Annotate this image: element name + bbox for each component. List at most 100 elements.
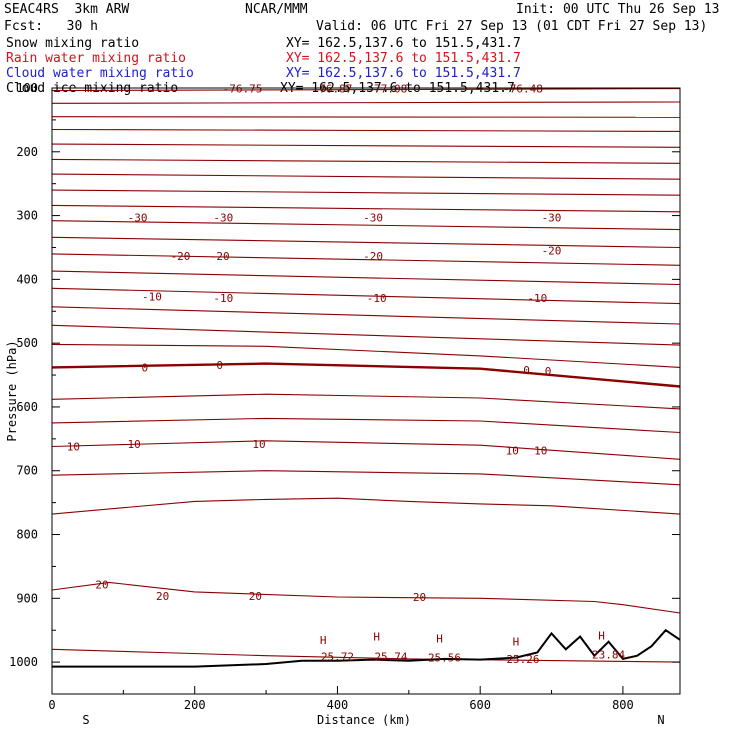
y-tick-label: 600 xyxy=(16,400,38,414)
contour-value-label: 25.56 xyxy=(428,652,461,665)
field-label-cloud-water: Cloud water mixing ratio xyxy=(6,66,194,81)
contour-value-label: -30 xyxy=(128,212,148,225)
contour-value-label: -10 xyxy=(142,291,162,304)
contour-value-label: -30 xyxy=(213,212,233,225)
org-label: NCAR/MMM xyxy=(245,2,308,17)
contour-value-label: 10 xyxy=(127,438,140,451)
init-time: Init: 00 UTC Thu 26 Sep 13 xyxy=(516,2,720,17)
contour-value-label: 20 xyxy=(413,591,426,604)
contour-value-label: 20 xyxy=(95,578,108,591)
contour-value-label: -20 xyxy=(210,250,230,263)
contour-value-label: -10 xyxy=(527,292,547,305)
x-tick-label: 200 xyxy=(184,698,206,712)
contour-value-label: 0 xyxy=(141,361,148,374)
contour-value-label: -76.87 xyxy=(313,83,353,96)
contour-line xyxy=(51,324,681,346)
contour-value-label: 0 xyxy=(523,364,530,377)
contour-line xyxy=(51,128,681,132)
contour-line xyxy=(51,440,681,460)
terrain-layer xyxy=(52,628,681,668)
contour-value-label: -30 xyxy=(363,212,383,225)
contour-line xyxy=(51,497,681,515)
field-xy-cloud-water: XY= 162.5,137.6 to 151.5,431.7 xyxy=(286,66,521,81)
contour-line xyxy=(51,204,681,213)
contour-line xyxy=(51,306,681,325)
high-marker: H xyxy=(513,636,520,649)
terrain-line xyxy=(52,628,681,668)
contour-line xyxy=(51,158,681,164)
contour-line xyxy=(51,189,681,196)
y-tick-label: 200 xyxy=(16,145,38,159)
contour-line xyxy=(51,648,681,663)
x-end-label-north: N xyxy=(657,713,664,727)
contour-line xyxy=(51,220,681,231)
y-tick-label: 800 xyxy=(16,528,38,542)
contour-value-label: -77.08 xyxy=(368,83,408,96)
x-tick-label: 600 xyxy=(469,698,491,712)
contour-line xyxy=(51,393,681,410)
contour-line xyxy=(51,101,681,104)
contour-line xyxy=(51,173,681,180)
contour-value-label: -10 xyxy=(367,292,387,305)
contour-value-label: 10 xyxy=(534,444,547,457)
contour-value-label: -10 xyxy=(213,292,233,305)
contour-value-label: -76.75 xyxy=(223,83,263,96)
contour-value-label: 10 xyxy=(252,438,265,451)
contour-value-label: 20 xyxy=(249,590,262,603)
field-label-snow: Snow mixing ratio xyxy=(6,36,140,51)
contour-value-label: 0 xyxy=(216,359,223,372)
contour-line xyxy=(51,88,681,92)
contour-value-label: -76.48 xyxy=(503,83,543,96)
contour-value-label: 25.74 xyxy=(374,650,407,663)
contour-labels: -76.75 -76.87 -77.08 -76.48 -30 -30 -30 -30 -20 -… xyxy=(67,83,626,666)
contour-line xyxy=(51,270,681,286)
contour-line xyxy=(51,343,681,368)
y-tick-label: 400 xyxy=(16,272,38,286)
x-tick-label: 0 xyxy=(48,698,55,712)
contour-line xyxy=(51,470,681,486)
field-label-rain: Rain water mixing ratio xyxy=(6,51,187,66)
y-tick-label: 300 xyxy=(16,209,38,223)
plot-frame xyxy=(51,87,681,695)
contour-line xyxy=(51,362,681,388)
contour-line xyxy=(51,236,681,249)
high-marker: H xyxy=(373,631,380,644)
contour-value-label: -20 xyxy=(542,245,562,258)
contour-line xyxy=(51,287,681,305)
high-marker: H xyxy=(320,634,327,647)
temperature-contours xyxy=(51,88,681,663)
y-tick-label: 1000 xyxy=(9,655,38,669)
contour-value-label: 20 xyxy=(156,590,169,603)
contour-line xyxy=(51,253,681,266)
high-marker: H xyxy=(436,633,443,646)
y-tick-label: 100 xyxy=(16,81,38,95)
contour-value-label: 25.26 xyxy=(506,653,539,666)
high-marker: H xyxy=(598,629,605,642)
contour-line xyxy=(51,417,681,434)
valid-time: Valid: 06 UTC Fri 27 Sep 13 (01 CDT Fri … xyxy=(316,19,708,34)
y-axis-label: Pressure (hPa) xyxy=(5,340,19,441)
x-axis-label: Distance (km) xyxy=(317,713,411,727)
contour-value-label: -20 xyxy=(171,250,191,263)
contour-value-label: -30 xyxy=(542,212,562,225)
contour-value-label: 25.72 xyxy=(321,650,354,663)
contour-line xyxy=(51,116,681,118)
model-title: SEAC4RS 3km ARW xyxy=(4,2,130,17)
forecast-hour: Fcst: 30 h xyxy=(4,19,98,34)
x-tick-label: 400 xyxy=(327,698,349,712)
field-xy-snow: XY= 162.5,137.6 to 151.5,431.7 xyxy=(286,36,521,51)
contour-line xyxy=(51,143,681,148)
x-tick-label: 800 xyxy=(612,698,634,712)
field-xy-rain: XY= 162.5,137.6 to 151.5,431.7 xyxy=(286,51,521,66)
contour-value-label: 0 xyxy=(545,365,552,378)
y-tick-label: 900 xyxy=(16,591,38,605)
contour-value-label: 10 xyxy=(506,444,519,457)
y-tick-label: 500 xyxy=(16,336,38,350)
y-tick-label: 700 xyxy=(16,464,38,478)
contour-value-label: 10 xyxy=(67,441,80,454)
x-end-label-south: S xyxy=(82,713,89,727)
contour-value-label: -20 xyxy=(363,250,383,263)
contour-line xyxy=(51,581,681,614)
